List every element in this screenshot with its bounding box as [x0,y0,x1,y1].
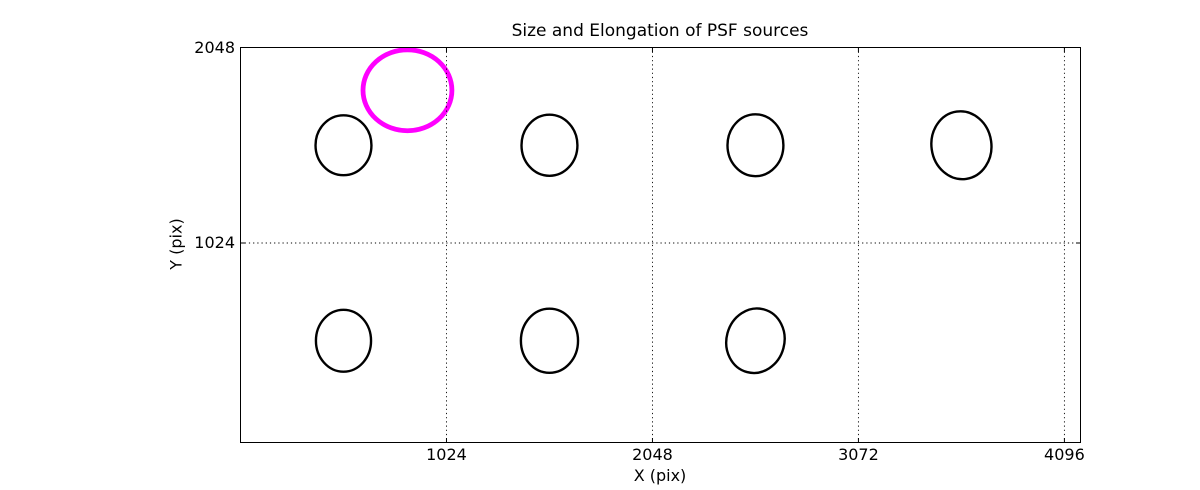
y-tick-label: 2048 [194,37,235,57]
psf-ellipse [520,113,579,177]
axes-frame [240,47,1081,443]
chart-title: Size and Elongation of PSF sources [511,21,809,41]
psf-ellipse [726,113,785,178]
x-tick-label: 4096 [1044,445,1085,464]
psf-ellipse [519,307,580,375]
highlighted-psf-ellipse [360,47,455,134]
y-tick-label: 1024 [194,232,235,252]
x-tick-label: 3072 [838,445,879,464]
x-tick-label: 1024 [426,445,467,464]
psf-ellipse [725,307,786,375]
psf-ellipse [930,110,993,181]
x-tick-label: 2048 [632,445,673,464]
psf-ellipse [314,114,373,177]
x-axis-label: X (pix) [633,466,687,485]
psf-ellipse [314,308,373,373]
